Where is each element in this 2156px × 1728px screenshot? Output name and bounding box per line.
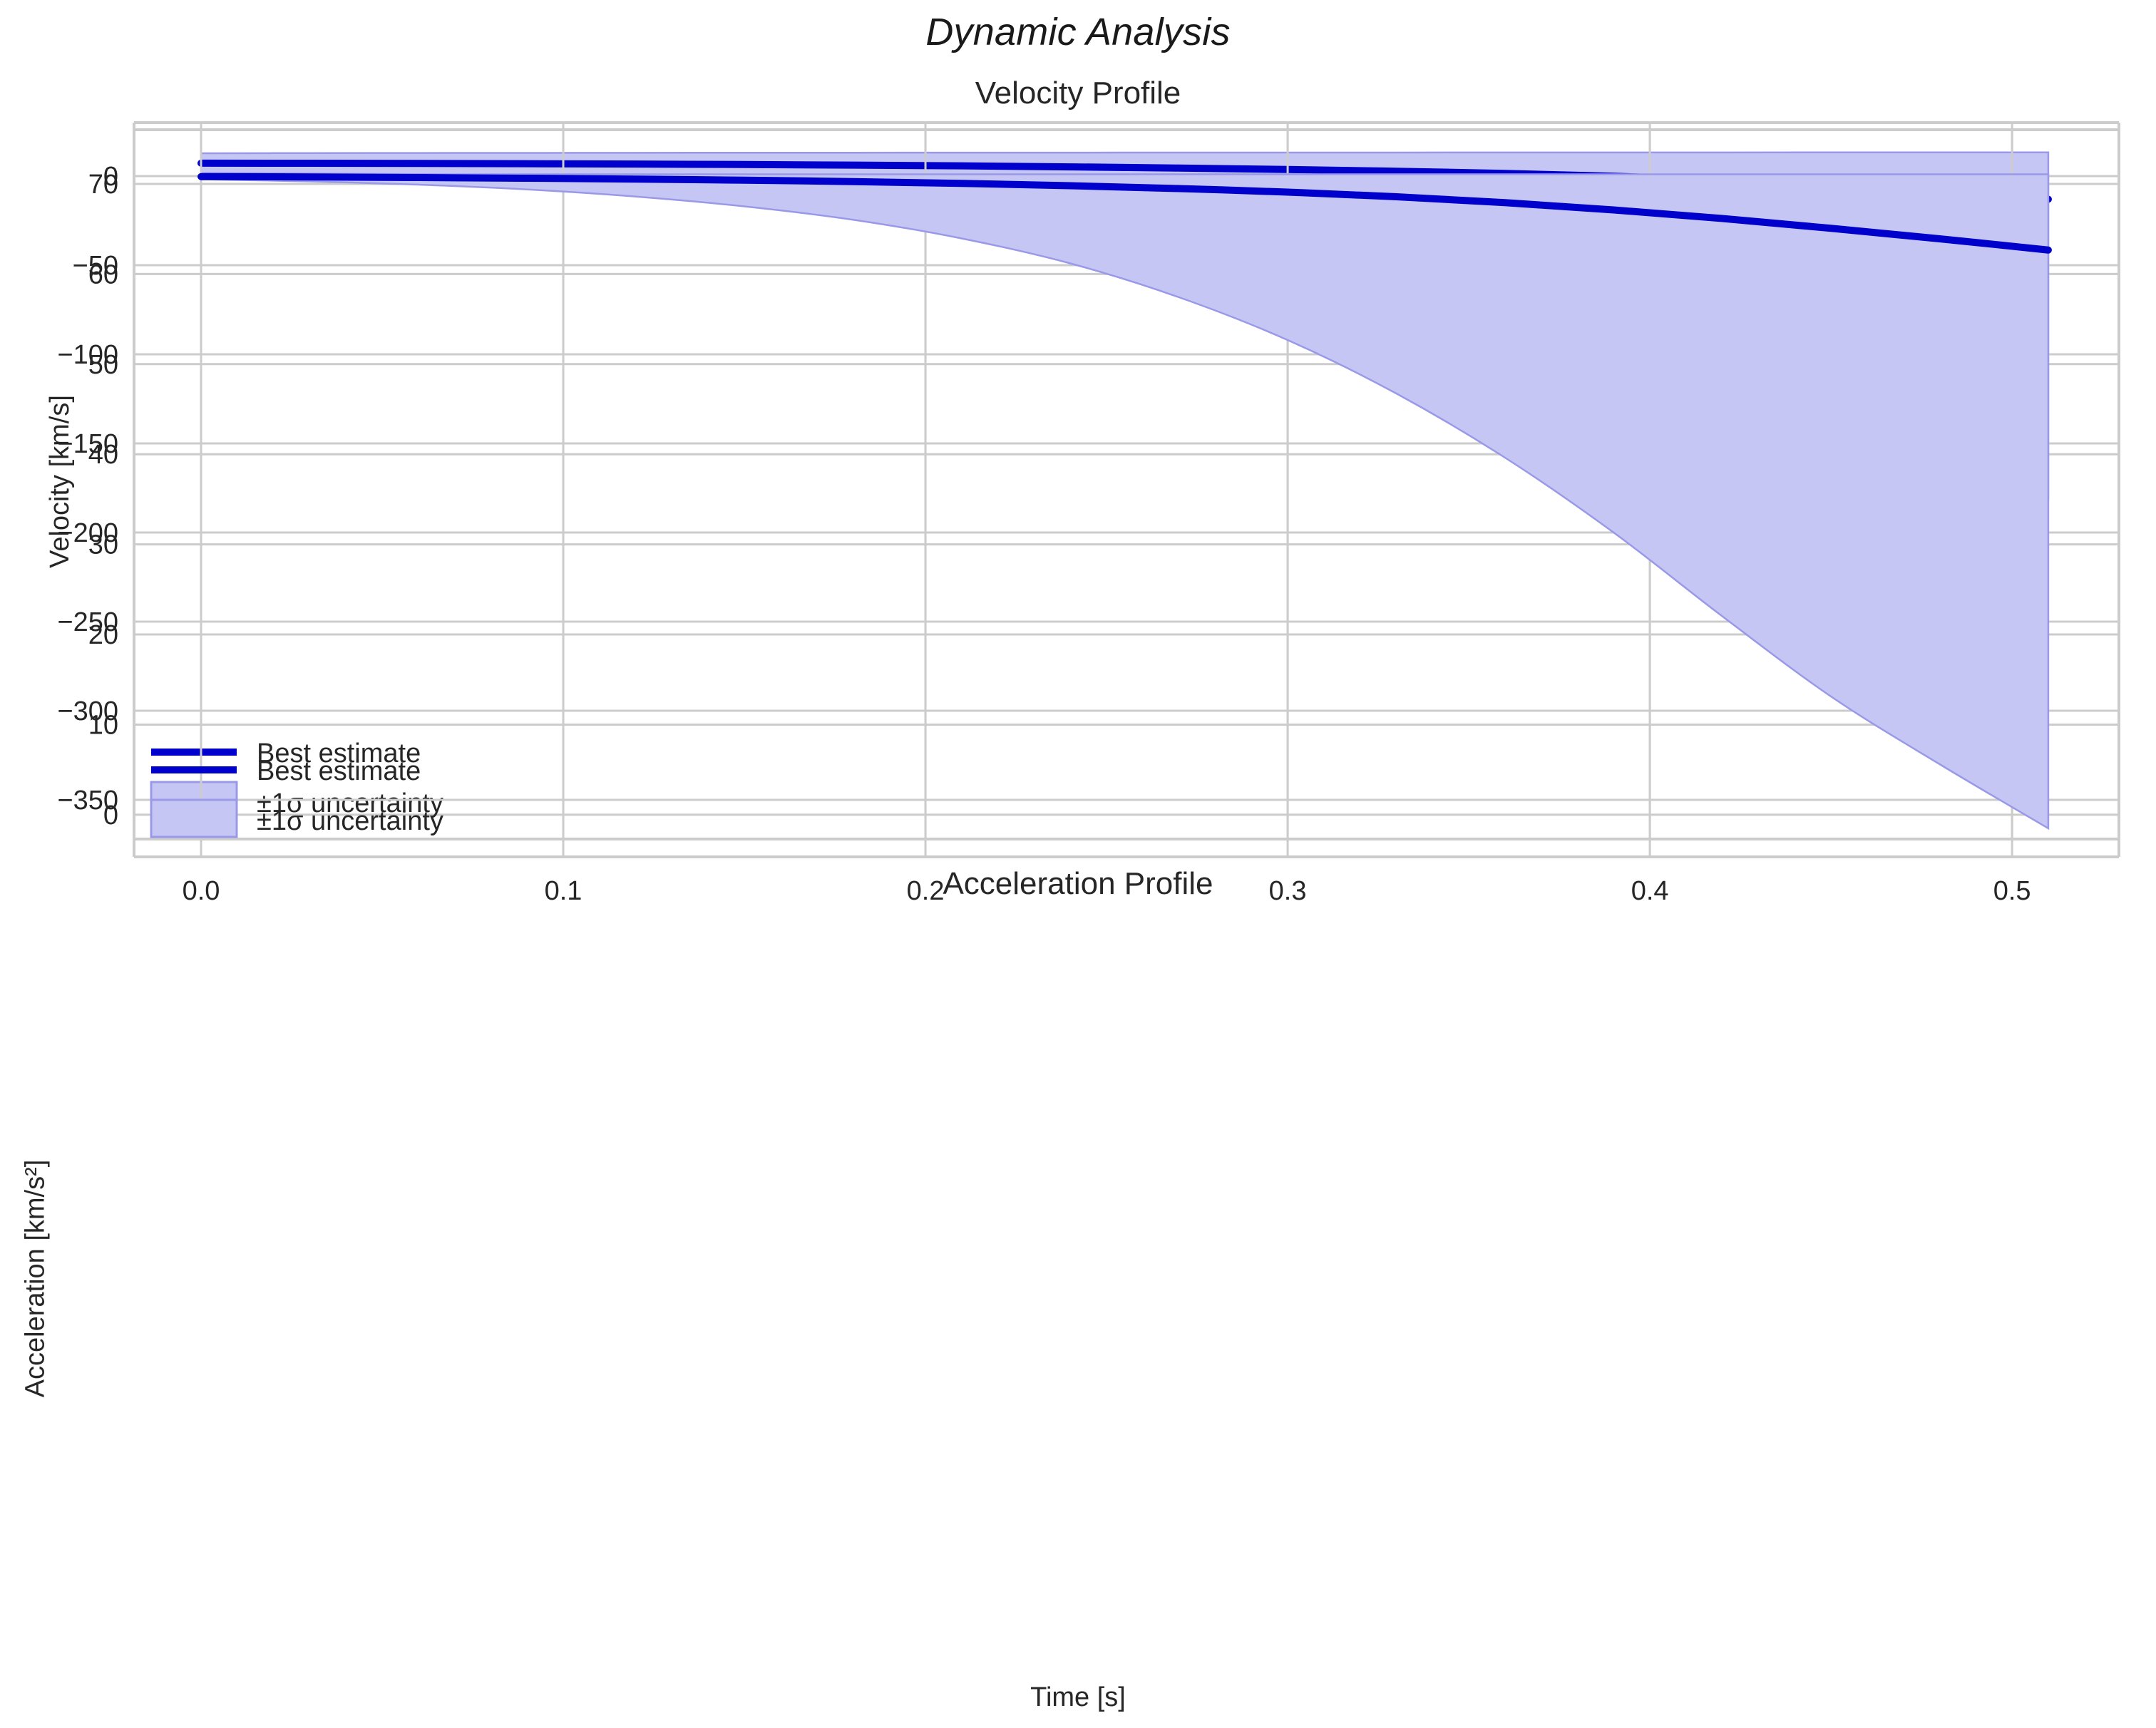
legend-line-label: Best estimate: [257, 756, 421, 786]
y-tick-label: −100: [57, 340, 118, 370]
x-axis-label: Time [s]: [1030, 1682, 1126, 1712]
legend-line-label: Best estimate: [257, 739, 421, 768]
y-tick-label: 50: [88, 350, 118, 380]
acceleration-plot: 0 −50 −100 −150 −200 −250 −300 −350 0.0 0.1 0.2 0.3…: [57, 128, 2120, 906]
best-estimate-line: [197, 173, 2052, 254]
y-tick-label: 40: [88, 440, 118, 470]
uncertainty-band: [200, 173, 2050, 830]
legend-band-label: ±1σ uncertainty: [257, 806, 443, 836]
x-tick-label: 0.2: [907, 876, 945, 906]
y-tick-label: −300: [57, 696, 118, 726]
y-tick-label: −150: [57, 429, 118, 459]
y-tick-label: 20: [88, 620, 118, 650]
legend: Best estimate±1σ uncertainty: [150, 756, 443, 838]
legend-band-swatch: [150, 798, 238, 838]
velocity-panel-title: Velocity Profile: [975, 76, 1181, 110]
y-tick-label: 10: [88, 710, 118, 740]
y-tick-label: −250: [57, 607, 118, 637]
x-tick-label: 0.0: [183, 876, 220, 906]
y-tick-label: 0: [103, 162, 118, 192]
y-tick-label: −50: [73, 251, 118, 281]
x-tick-label: 0.1: [545, 876, 582, 906]
figure-suptitle: Dynamic Analysis: [925, 11, 1231, 53]
y-tick-label: −200: [57, 518, 118, 548]
x-tick-label: 0.5: [1993, 876, 2031, 906]
y-tick-label: 0: [103, 801, 118, 830]
y-tick-label: −350: [57, 786, 118, 816]
y-tick-label: 70: [88, 170, 118, 200]
y-tick-label: 30: [88, 530, 118, 560]
legend-band-label: ±1σ uncertainty: [257, 788, 443, 818]
x-tick-label: 0.3: [1269, 876, 1307, 906]
acceleration-panel-title: Acceleration Profile: [943, 866, 1213, 901]
x-tick-label: 0.4: [1631, 876, 1669, 906]
y-tick-label: 60: [88, 259, 118, 289]
